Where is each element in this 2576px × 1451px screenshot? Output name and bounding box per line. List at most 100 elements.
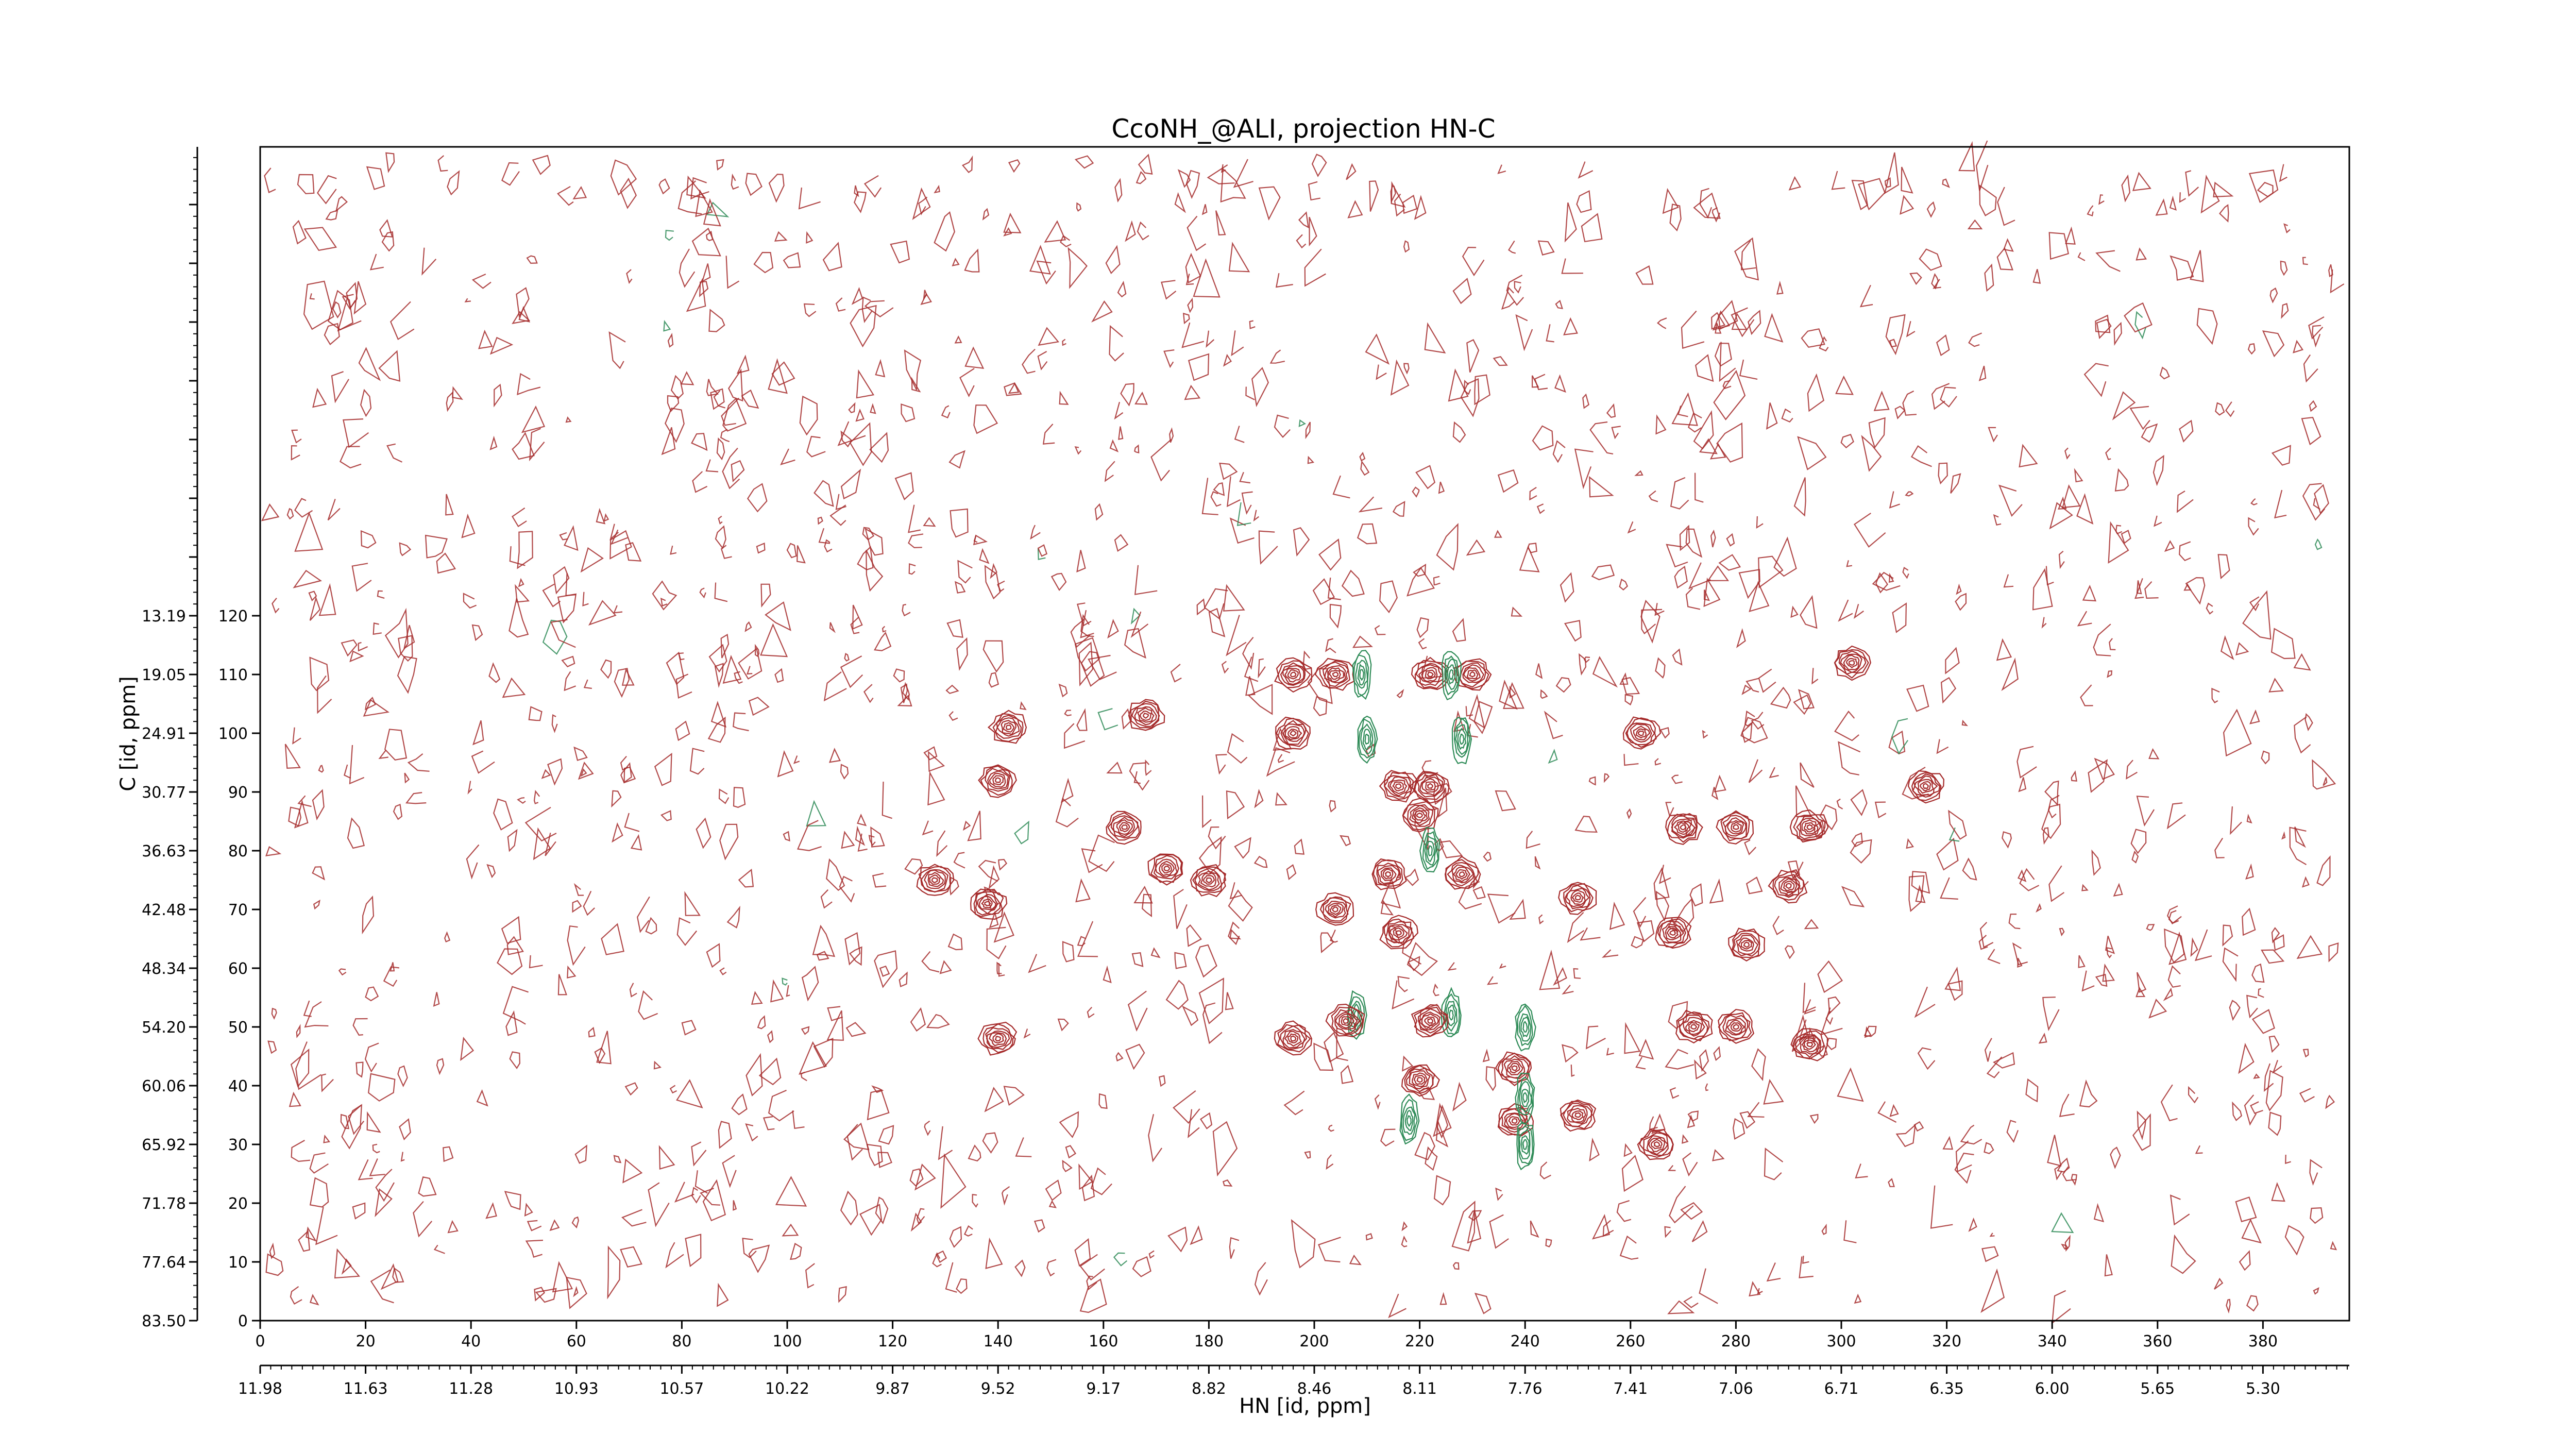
noise-contour xyxy=(701,263,711,283)
noise-contour xyxy=(1097,708,1118,731)
noise-contour xyxy=(972,1194,978,1208)
negative-peak xyxy=(1399,1093,1420,1145)
noise-contour xyxy=(1812,820,1826,838)
peak-contour-ring xyxy=(1357,663,1366,686)
noise-contour xyxy=(1109,439,1119,452)
noise-contour xyxy=(1792,862,1809,890)
noise-contour xyxy=(2274,490,2287,519)
noise-contour xyxy=(956,637,968,671)
noise-contour xyxy=(1508,240,1516,254)
noise-contour xyxy=(742,1238,757,1258)
noise-contour xyxy=(2268,678,2284,693)
noise-contour xyxy=(1472,886,1486,900)
noise-contour xyxy=(2316,855,2331,886)
noise-contour xyxy=(941,405,951,419)
noise-contour xyxy=(304,1001,329,1028)
noise-contour xyxy=(2077,252,2086,261)
peak-contour-ring xyxy=(1806,1042,1814,1048)
noise-contour xyxy=(1266,747,1295,777)
noise-contour xyxy=(717,1283,729,1307)
noise-contour xyxy=(1046,1259,1057,1277)
noise-contour xyxy=(2170,1194,2190,1226)
noise-contour xyxy=(2087,205,2094,217)
noise-contour xyxy=(2235,642,2249,656)
noise-contour xyxy=(2042,997,2060,1032)
peak-contour-ring xyxy=(1112,817,1136,837)
noise-contour xyxy=(1671,392,1698,426)
x-index-tick-label: 100 xyxy=(772,1332,802,1351)
noise-contour xyxy=(957,560,973,584)
noise-contour xyxy=(2081,970,2095,992)
noise-contour xyxy=(857,814,867,826)
peak-contour-ring xyxy=(1413,1074,1426,1085)
noise-contour xyxy=(369,254,384,271)
peak-contour-ring xyxy=(1393,927,1404,939)
noise-contour xyxy=(389,301,415,341)
noise-contour xyxy=(1895,1123,1916,1148)
noise-contour xyxy=(1901,166,1913,194)
noise-contour xyxy=(1495,790,1516,812)
noise-contour xyxy=(1747,1102,1765,1118)
noise-contour xyxy=(2130,829,2147,854)
noise-contour xyxy=(1132,1256,1151,1277)
noise-contour xyxy=(349,745,365,785)
noise-contour xyxy=(1631,936,1644,949)
noise-contour xyxy=(1402,194,1418,214)
peak-contour-ring xyxy=(1792,1030,1825,1060)
noise-contour xyxy=(844,652,850,662)
peak-contour-ring xyxy=(1276,718,1309,747)
noise-contour xyxy=(2106,947,2112,959)
noise-contour xyxy=(1038,327,1060,346)
positive-peak xyxy=(1834,645,1871,681)
peak-contour-ring xyxy=(1128,699,1165,731)
noise-contour xyxy=(817,516,823,525)
noise-contour xyxy=(1738,569,1760,599)
noise-contour xyxy=(2217,554,2230,580)
peak-contour-ring xyxy=(1722,1015,1749,1039)
noise-contour xyxy=(272,598,280,614)
noise-contour xyxy=(1539,1161,1551,1179)
peak-contour-ring xyxy=(1522,1139,1528,1150)
peak-contour-ring xyxy=(1418,1011,1441,1031)
noise-contour xyxy=(2195,1145,2203,1154)
noise-contour xyxy=(1294,838,1305,855)
noise-contour xyxy=(721,397,739,426)
noise-contour xyxy=(908,504,921,533)
noise-contour xyxy=(1827,996,1841,1015)
peak-contour-ring xyxy=(977,1021,1018,1056)
noise-contour xyxy=(1739,1111,1756,1129)
noise-contour xyxy=(340,446,362,469)
noise-contour xyxy=(1670,477,1689,510)
noise-contour xyxy=(1938,462,1948,485)
noise-contour xyxy=(1088,834,1115,872)
noise-contour xyxy=(2285,1154,2291,1165)
peak-contour-ring xyxy=(1409,770,1450,804)
peak-contour-ring xyxy=(1411,1004,1449,1038)
noise-contour xyxy=(1691,1220,1708,1242)
noise-contour xyxy=(1555,299,1563,309)
peak-contour-ring xyxy=(1290,730,1297,737)
noise-contour xyxy=(1067,247,1088,289)
noise-contour xyxy=(494,383,502,408)
peak-contour-ring xyxy=(1412,807,1428,824)
noise-contour xyxy=(1526,831,1540,849)
noise-contour xyxy=(1298,211,1309,229)
x-index-tick-label: 140 xyxy=(984,1332,1013,1351)
noise-contour xyxy=(1626,808,1632,820)
peak-contour-ring xyxy=(978,764,1017,798)
noise-contour xyxy=(1070,619,1091,648)
peak-contour-ring xyxy=(1406,1115,1412,1127)
peak-contour-ring xyxy=(1794,1034,1822,1058)
noise-contour xyxy=(768,174,785,203)
noise-contour xyxy=(768,1089,794,1122)
noise-contour xyxy=(812,924,836,957)
peak-contour-ring xyxy=(1451,717,1472,765)
peak-contour-ring xyxy=(1518,1081,1532,1113)
noise-contour xyxy=(1703,589,1710,601)
positive-peak xyxy=(1716,810,1754,845)
peak-contour-ring xyxy=(1343,1018,1349,1024)
noise-contour xyxy=(1226,790,1245,820)
noise-contour xyxy=(550,619,576,648)
noise-contour xyxy=(321,1073,334,1092)
peak-contour-ring xyxy=(1515,1003,1536,1052)
